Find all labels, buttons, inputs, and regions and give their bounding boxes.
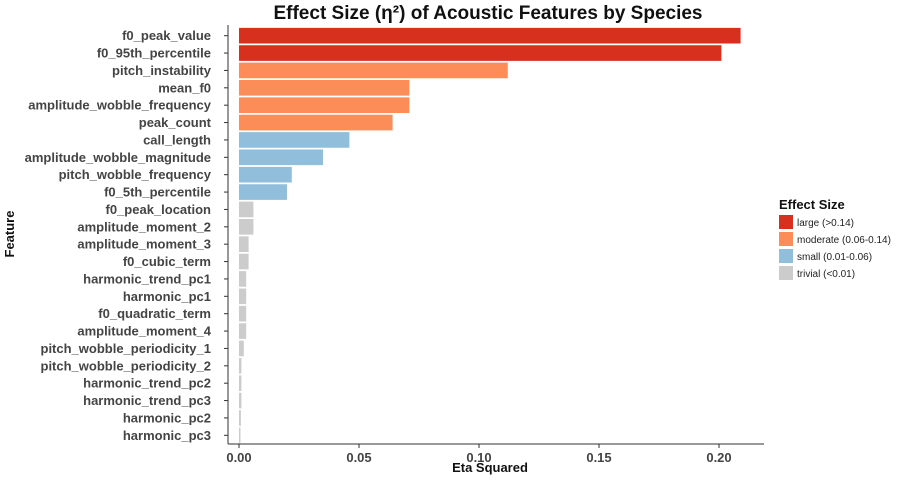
bar-amplitude_wobble_frequency [239,97,410,114]
legend-swatch-moderate [779,232,793,246]
bar-pitch_instability [239,62,508,79]
bar-pitch_wobble_periodicity_2 [239,357,242,374]
bar-call_length [239,132,350,148]
y-tick-label: amplitude_moment_2 [77,219,211,234]
y-tick-label: f0_peak_location [106,202,212,217]
bars-group [239,27,741,444]
bar-peak_count [239,114,393,131]
bar-harmonic_pc3 [239,427,241,444]
legend-label-moderate: moderate (0.06-0.14) [797,235,891,246]
y-tick-label: pitch_instability [112,63,212,78]
bar-harmonic_trend_pc1 [239,271,247,287]
y-tick-label: harmonic_trend_pc2 [83,376,211,391]
y-tick-label: harmonic_trend_pc3 [83,393,211,408]
bar-harmonic_trend_pc2 [239,375,242,392]
legend-swatch-large [779,215,793,229]
legend-title: Effect Size [779,197,845,212]
legend-swatch-small [779,249,793,263]
y-tick-label: amplitude_moment_3 [77,237,211,252]
y-tick-label: f0_quadratic_term [98,306,211,321]
y-tick-label: f0_cubic_term [123,254,211,269]
bar-f0_95th_percentile [239,45,722,61]
x-tick-label: 0.10 [466,450,491,465]
y-tick-label: f0_95th_percentile [97,46,211,61]
bar-amplitude_moment_3 [239,236,249,253]
y-tick-label: harmonic_pc1 [123,289,211,304]
x-ticks: 0.00 0.05 0.10 0.15 0.20 [226,444,732,465]
y-tick-label: amplitude_wobble_magnitude [25,150,211,165]
bar-amplitude_wobble_magnitude [239,149,323,166]
y-tick-label: mean_f0 [158,80,211,95]
y-tick-label: harmonic_trend_pc1 [83,271,211,286]
y-tick-label: peak_count [139,115,212,130]
x-tick-label: 0.15 [586,450,611,465]
bar-f0_cubic_term [239,253,249,270]
y-tick-label: amplitude_moment_4 [77,324,211,339]
legend-label-trivial: trivial (<0.01) [797,269,855,280]
bar-mean_f0 [239,79,410,96]
bar-f0_quadratic_term [239,305,247,322]
x-tick-label: 0.00 [226,450,251,465]
x-axis-label: Eta Squared [452,460,528,475]
bar-pitch_wobble_frequency [239,166,292,183]
bar-amplitude_moment_4 [239,323,247,339]
bar-harmonic_trend_pc3 [239,392,242,409]
bar-harmonic_pc2 [239,410,241,426]
bar-harmonic_pc1 [239,288,247,305]
chart-title: Effect Size (η²) of Acoustic Features by… [273,3,702,24]
legend-label-small: small (0.01-0.06) [797,252,872,263]
y-tick-label: pitch_wobble_periodicity_2 [41,358,212,373]
y-tick-label: amplitude_wobble_frequency [28,98,212,113]
y-tick-label: harmonic_pc2 [123,410,211,425]
y-tick-labels: f0_peak_value f0_95th_percentile pitch_ins… [25,28,228,443]
y-tick-label: f0_peak_value [122,28,211,43]
y-tick-label: pitch_wobble_periodicity_1 [41,341,212,356]
legend-swatch-trivial [779,266,793,280]
bar-f0_5th_percentile [239,184,287,200]
y-tick-label: pitch_wobble_frequency [59,167,212,182]
bar-f0_peak_location [239,201,254,218]
y-axis-label: Feature [2,211,17,258]
bar-f0_peak_value [239,27,741,44]
legend-label-large: large (>0.14) [797,218,854,229]
bar-amplitude_moment_2 [239,218,254,235]
y-tick-label: harmonic_pc3 [123,428,211,443]
y-tick-label: f0_5th_percentile [104,185,211,200]
legend: Effect Size large (>0.14) moderate (0.06-… [779,197,891,280]
bar-pitch_wobble_periodicity_1 [239,340,244,357]
x-tick-label: 0.05 [346,450,371,465]
x-tick-label: 0.20 [706,450,731,465]
y-tick-label: call_length [143,132,211,147]
